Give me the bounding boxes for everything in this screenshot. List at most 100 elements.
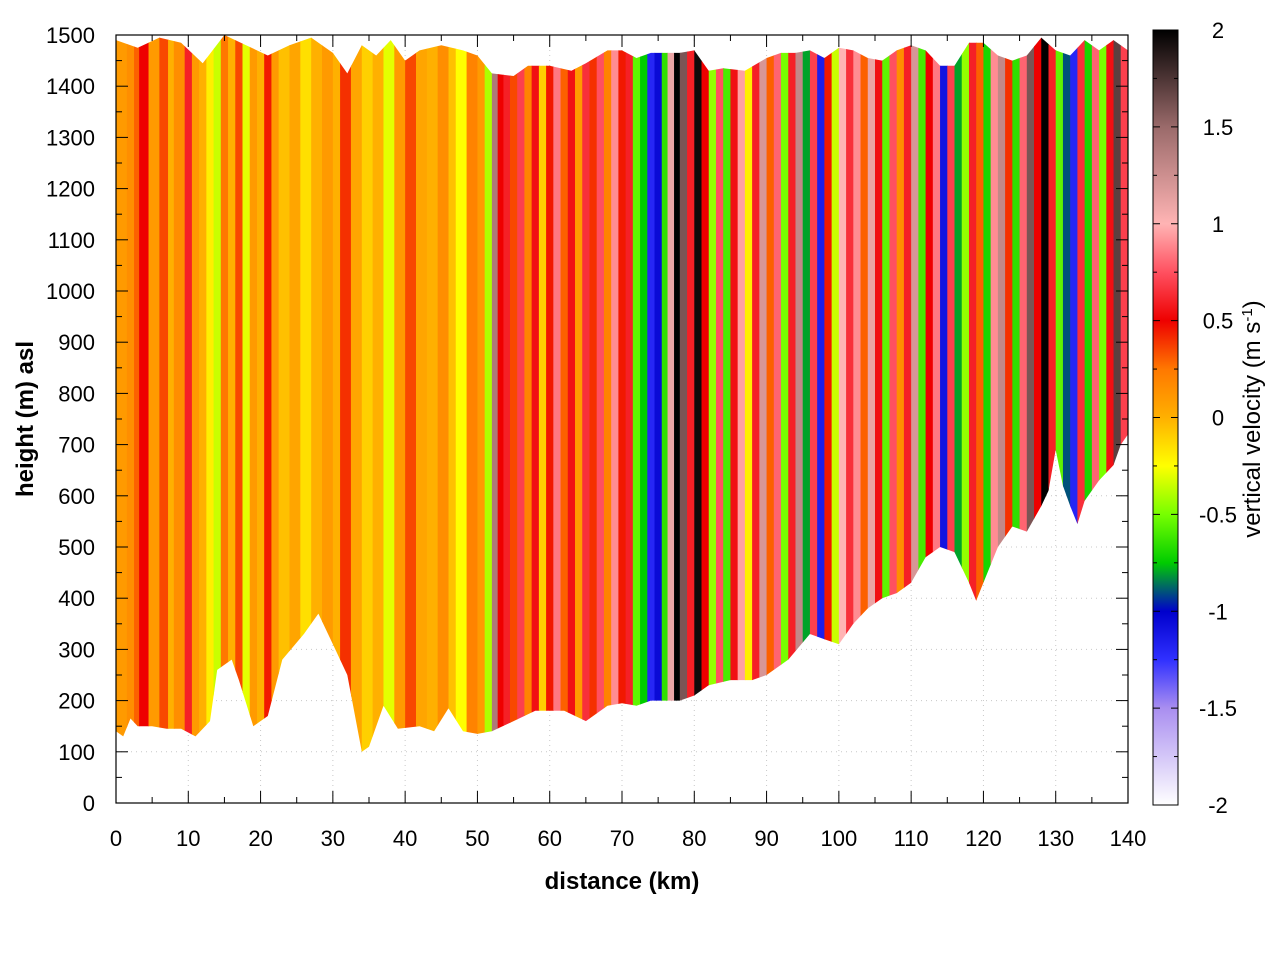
x-tick-labels: 0 10 20 30 40 50 60 70 80 90 100 110 120 130 140 — [110, 826, 1146, 851]
colorbar-tick-label: -2 — [1208, 793, 1228, 818]
velocity-column — [715, 35, 724, 752]
velocity-column — [206, 35, 215, 752]
velocity-column — [503, 35, 511, 752]
colorbar-ticks — [1153, 29, 1178, 806]
velocity-column — [168, 35, 175, 752]
velocity-column — [332, 35, 341, 752]
velocity-column — [350, 35, 363, 752]
x-tick-label: 10 — [176, 826, 200, 851]
velocity-column — [667, 35, 675, 752]
colorbar-tick-label: 2 — [1212, 18, 1224, 43]
velocity-column — [1041, 35, 1050, 752]
velocity-column — [1026, 35, 1035, 752]
velocity-column — [509, 35, 518, 752]
y-tick-label: 900 — [58, 330, 95, 355]
velocity-column — [1034, 35, 1042, 752]
colorbar-title: vertical velocity (m s-1) — [1239, 300, 1267, 537]
velocity-column — [466, 35, 479, 752]
velocity-column — [228, 35, 236, 752]
velocity-column — [961, 35, 970, 752]
velocity-column — [708, 35, 717, 752]
velocity-column — [911, 35, 919, 752]
velocity-column — [264, 35, 273, 752]
velocity-column — [737, 35, 746, 752]
velocity-column — [625, 35, 634, 752]
velocity-column — [889, 35, 898, 752]
velocity-column — [491, 35, 499, 752]
velocity-column — [126, 35, 135, 752]
velocity-column — [744, 35, 753, 752]
colorbar-title-sup: -1 — [1239, 308, 1256, 321]
x-tick-label: 130 — [1037, 826, 1074, 851]
velocity-column — [300, 35, 312, 752]
velocity-column — [882, 35, 891, 752]
velocity-column — [437, 35, 450, 752]
x-tick-label: 60 — [537, 826, 561, 851]
y-tick-label: 1500 — [46, 23, 95, 48]
velocity-column — [148, 35, 160, 752]
velocity-column — [773, 35, 782, 752]
velocity-column — [361, 35, 374, 752]
velocity-column — [896, 35, 905, 752]
velocity-column — [1062, 35, 1071, 752]
y-tick-label: 700 — [58, 433, 95, 458]
velocity-column — [249, 35, 258, 752]
velocity-column — [1099, 35, 1107, 752]
velocity-column — [448, 35, 457, 752]
velocity-column — [940, 35, 948, 752]
y-tick-label: 300 — [58, 637, 95, 662]
velocity-column — [1048, 35, 1057, 752]
velocity-column — [1084, 35, 1093, 752]
velocity-column — [831, 35, 840, 752]
velocity-column — [846, 35, 854, 752]
velocity-column — [1019, 35, 1028, 752]
velocity-column — [1012, 35, 1021, 752]
velocity-column — [191, 35, 200, 752]
velocity-column — [674, 35, 681, 752]
x-tick-label: 80 — [682, 826, 706, 851]
velocity-column — [990, 35, 999, 752]
x-tick-label: 20 — [248, 826, 272, 851]
axis-ticks — [115, 34, 1129, 804]
y-tick-label: 100 — [58, 740, 95, 765]
velocity-column — [618, 35, 627, 752]
velocity-column — [394, 35, 406, 752]
velocity-column — [954, 35, 963, 752]
x-tick-label: 110 — [894, 826, 929, 851]
velocity-column — [546, 35, 554, 752]
y-tick-labels: 0 100 200 300 400 500 600 700 800 900 1000 1100 1200… — [46, 23, 95, 816]
colorbar-tick-label: 1.5 — [1203, 115, 1234, 140]
x-axis-title: distance (km) — [545, 868, 700, 895]
velocity-column — [1091, 35, 1100, 752]
colorbar-title-main: vertical velocity (m s — [1239, 322, 1266, 538]
x-tick-label: 120 — [965, 826, 1002, 851]
velocity-column — [1077, 35, 1086, 752]
y-tick-label: 500 — [58, 535, 95, 560]
velocity-column — [611, 35, 619, 752]
velocity-column — [184, 35, 193, 752]
colorbar-tick-label: 0 — [1212, 406, 1224, 431]
velocity-column — [256, 35, 265, 752]
velocity-column — [918, 35, 927, 752]
velocity-column — [925, 35, 934, 752]
velocity-column — [976, 35, 985, 752]
velocity-column — [322, 35, 334, 752]
velocity-column — [647, 35, 656, 752]
velocity-column — [567, 35, 576, 752]
velocity-column — [199, 35, 207, 752]
x-tick-label: 50 — [465, 826, 489, 851]
y-tick-label: 200 — [58, 689, 95, 714]
velocity-column — [752, 35, 760, 752]
velocity-column — [903, 35, 912, 752]
velocity-column — [983, 35, 992, 752]
velocity-column — [524, 35, 533, 752]
velocity-column — [235, 35, 244, 752]
velocity-column — [383, 35, 395, 752]
velocity-column — [687, 35, 695, 752]
velocity-column — [589, 35, 598, 752]
velocity-column — [795, 35, 804, 752]
velocity-column — [173, 35, 186, 752]
velocity-field — [116, 35, 1128, 752]
velocity-column — [640, 35, 648, 752]
velocity-column — [932, 35, 941, 752]
